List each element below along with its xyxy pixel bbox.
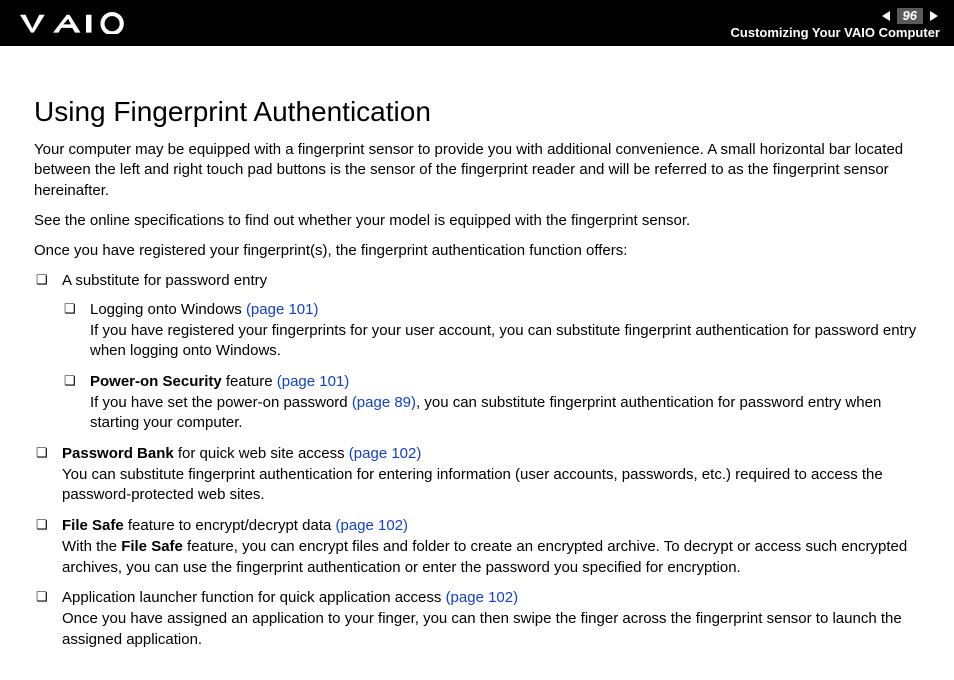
- sub-item-body-pre: If you have set the power-on password: [90, 394, 352, 411]
- list-item: Application launcher function for quick …: [34, 588, 920, 650]
- feature-list: A substitute for password entry Logging …: [34, 271, 920, 650]
- intro-paragraph-2: See the online specifications to find ou…: [34, 211, 920, 231]
- page-link[interactable]: (page 89): [352, 394, 416, 411]
- page-link[interactable]: (page 101): [246, 301, 319, 318]
- intro-paragraph-3: Once you have registered your fingerprin…: [34, 241, 920, 261]
- list-item: Power-on Security feature (page 101) If …: [62, 372, 920, 434]
- page-nav: 96: [880, 8, 940, 24]
- page-number: 96: [897, 8, 923, 24]
- item-body-pre: With the: [62, 538, 121, 555]
- item-bold: File Safe: [62, 517, 124, 534]
- item-body: You can substitute fingerprint authentic…: [62, 466, 883, 504]
- next-page-button[interactable]: [926, 8, 940, 24]
- list-item: File Safe feature to encrypt/decrypt dat…: [34, 516, 920, 578]
- sub-item-bold: Power-on Security: [90, 373, 222, 390]
- sub-item-body: If you have registered your fingerprints…: [90, 322, 916, 360]
- page-content: Using Fingerprint Authentication Your co…: [0, 46, 954, 680]
- item-bold: Password Bank: [62, 445, 174, 462]
- page-link[interactable]: (page 101): [277, 373, 350, 390]
- page-title: Using Fingerprint Authentication: [34, 96, 920, 128]
- intro-paragraph-1: Your computer may be equipped with a fin…: [34, 140, 920, 201]
- sub-item-rest: feature: [222, 373, 277, 390]
- page-number-text: 96: [903, 9, 917, 22]
- list-item: Logging onto Windows (page 101) If you h…: [62, 300, 920, 362]
- page-link[interactable]: (page 102): [349, 445, 422, 462]
- page-link[interactable]: (page 102): [336, 517, 409, 534]
- item-body: Once you have assigned an application to…: [62, 610, 902, 648]
- list-item: Password Bank for quick web site access …: [34, 444, 920, 506]
- feature-sublist: Logging onto Windows (page 101) If you h…: [62, 300, 920, 434]
- page-link[interactable]: (page 102): [446, 589, 519, 606]
- list-item: A substitute for password entry Logging …: [34, 271, 920, 434]
- prev-page-button[interactable]: [880, 8, 894, 24]
- header-bar: 96 Customizing Your VAIO Computer: [0, 0, 954, 46]
- sub-item-lead: Logging onto Windows: [90, 301, 246, 318]
- breadcrumb: Customizing Your VAIO Computer: [731, 26, 940, 39]
- item-lead: Application launcher function for quick …: [62, 589, 446, 606]
- item-rest: for quick web site access: [174, 445, 349, 462]
- item-rest: feature to encrypt/decrypt data: [124, 517, 336, 534]
- list-item-text: A substitute for password entry: [62, 272, 267, 289]
- vaio-logo: [20, 12, 130, 34]
- item-body-bold: File Safe: [121, 538, 183, 555]
- item-body-post: feature, you can encrypt files and folde…: [62, 538, 907, 576]
- header-right: 96 Customizing Your VAIO Computer: [731, 8, 940, 39]
